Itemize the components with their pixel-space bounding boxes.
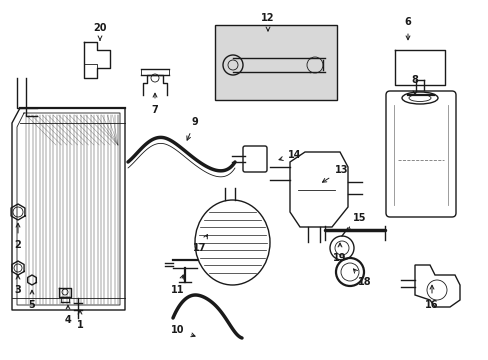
Text: 10: 10 [171,325,195,337]
Text: 12: 12 [261,13,274,31]
Bar [215,25,336,100]
Text: 3: 3 [15,275,21,295]
Text: 2: 2 [15,223,21,250]
Text: 6: 6 [404,17,410,40]
Text: 18: 18 [353,269,371,287]
Text: 1: 1 [77,310,83,330]
Text: 5: 5 [29,290,35,310]
Text: 8: 8 [411,75,418,95]
Text: 15: 15 [348,213,366,231]
Text: 16: 16 [425,285,438,310]
Text: 9: 9 [186,117,198,140]
Text: 17: 17 [193,235,207,253]
Text: 7: 7 [151,93,158,115]
Text: 11: 11 [171,275,184,295]
Text: 4: 4 [64,305,71,325]
Text: 20: 20 [93,23,106,40]
Text: 14: 14 [279,150,301,161]
Text: 19: 19 [332,243,346,263]
Text: 13: 13 [322,165,348,182]
